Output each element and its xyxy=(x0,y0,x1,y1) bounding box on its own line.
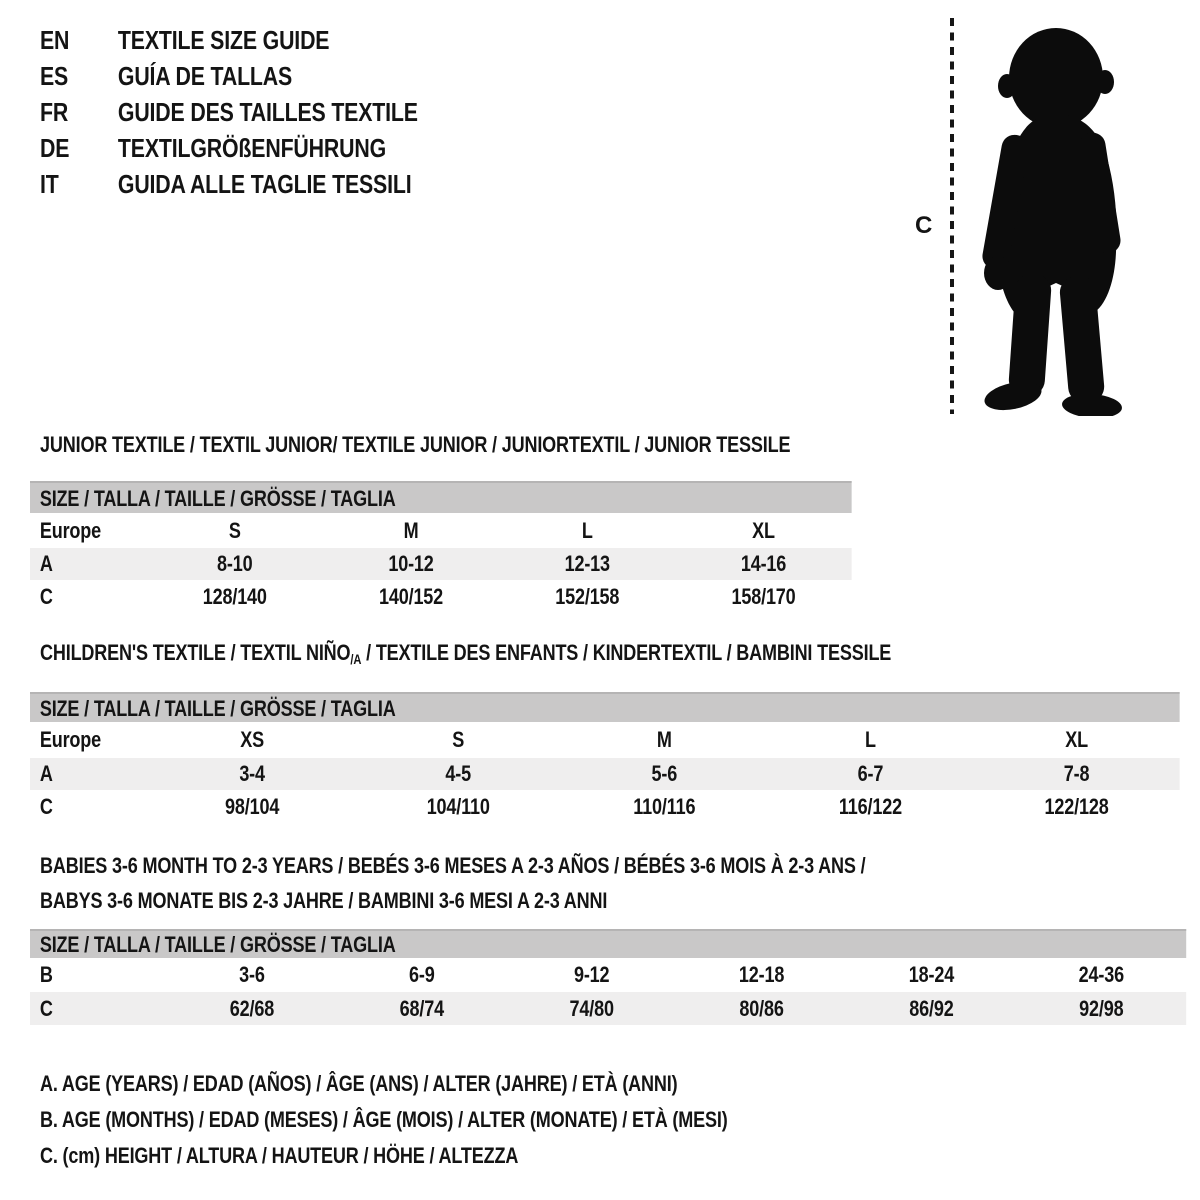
height-cell: 68/74 xyxy=(399,995,444,1021)
language-code: DE xyxy=(40,133,70,163)
language-row: FR GUIDE DES TAILLES TEXTILE xyxy=(40,94,418,130)
size-cell: S xyxy=(452,727,465,752)
age-cell: 7-8 xyxy=(1063,761,1090,786)
months-cell: 9-12 xyxy=(573,962,610,987)
legend-line-b: B. AGE (MONTHS) / EDAD (MESES) / ÂGE (MO… xyxy=(40,1107,728,1132)
height-cell: 92/98 xyxy=(1079,995,1124,1021)
babies-title-line1: BABIES 3-6 MONTH TO 2-3 YEARS / BEBÉS 3-… xyxy=(40,853,866,878)
months-cell: 24-36 xyxy=(1078,962,1124,987)
junior-sizes-row: Europe S M L XL xyxy=(30,513,852,548)
language-title: GUIDA ALLE TAGLIE TESSILI xyxy=(117,169,412,199)
height-dashed-line xyxy=(950,18,954,414)
children-height-row: C 98/104 104/110 110/116 116/122 122/128 xyxy=(30,790,1180,824)
legend-line-c: C. (cm) HEIGHT / ALTURA / HAUTEUR / HÖHE… xyxy=(40,1143,519,1168)
size-header-bar: SIZE / TALLA / TAILLE / GRÖSSE / TAGLIA xyxy=(30,929,1187,958)
size-header-bar: SIZE / TALLA / TAILLE / GRÖSSE / TAGLIA xyxy=(30,692,1180,722)
height-label-c: C xyxy=(915,212,933,239)
toddler-silhouette-icon xyxy=(982,28,1122,416)
region-label: Europe xyxy=(39,727,102,752)
months-cell: 18-24 xyxy=(908,962,955,987)
height-cell: 62/68 xyxy=(229,995,275,1021)
height-cell: 116/122 xyxy=(838,794,902,819)
age-cell: 3-4 xyxy=(239,761,265,786)
language-code: IT xyxy=(40,169,59,199)
size-cell: XL xyxy=(1065,727,1088,752)
children-section-title: CHILDREN'S TEXTILE / TEXTIL NIÑO/A / TEX… xyxy=(40,641,891,672)
size-cell: L xyxy=(865,727,876,752)
height-figure: C xyxy=(905,14,1155,418)
height-cell: 122/128 xyxy=(1044,794,1109,819)
row-label: A xyxy=(39,761,53,786)
junior-section-title: JUNIOR TEXTILE / TEXTIL JUNIOR/ TEXTILE … xyxy=(40,432,791,457)
children-age-row: A 3-4 4-5 5-6 6-7 7-8 xyxy=(30,758,1180,790)
height-cell: 104/110 xyxy=(426,794,490,819)
size-cell: M xyxy=(403,517,419,543)
language-code: FR xyxy=(40,97,69,127)
age-cell: 14-16 xyxy=(740,551,787,576)
row-label: C xyxy=(39,995,53,1021)
language-title: TEXTILGRÖßENFÜHRUNG xyxy=(117,133,387,163)
height-cell: 110/116 xyxy=(633,794,696,819)
junior-size-table: SIZE / TALLA / TAILLE / GRÖSSE / TAGLIA … xyxy=(30,481,852,614)
legend-line-a: A. AGE (YEARS) / EDAD (AÑOS) / ÂGE (ANS)… xyxy=(40,1071,678,1096)
babies-months-row: B 3-6 6-9 9-12 12-18 18-24 24-36 xyxy=(30,958,1186,992)
age-cell: 10-12 xyxy=(388,551,434,576)
age-cell: 6-7 xyxy=(857,761,884,786)
babies-section-title: BABIES 3-6 MONTH TO 2-3 YEARS / BEBÉS 3-… xyxy=(40,848,866,918)
row-label: C xyxy=(39,794,53,819)
height-cell: 140/152 xyxy=(378,584,444,609)
height-cell: 80/86 xyxy=(739,995,784,1021)
children-title-subscript: /A xyxy=(350,652,362,668)
babies-height-row: C 62/68 68/74 74/80 80/86 86/92 92/98 xyxy=(30,992,1187,1025)
language-row: DE TEXTILGRÖßENFÜHRUNG xyxy=(40,130,418,166)
months-cell: 3-6 xyxy=(239,962,265,987)
age-cell: 12-13 xyxy=(564,551,610,576)
height-cell: 98/104 xyxy=(225,794,280,819)
junior-age-row: A 8-10 10-12 12-13 14-16 xyxy=(30,548,852,580)
height-cell: 74/80 xyxy=(569,995,614,1021)
size-cell: L xyxy=(581,517,593,543)
months-cell: 12-18 xyxy=(738,962,785,987)
language-title-block: EN TEXTILE SIZE GUIDE ES GUÍA DE TALLAS … xyxy=(40,22,418,202)
size-cell: XL xyxy=(752,517,775,543)
months-cell: 6-9 xyxy=(409,962,435,987)
children-title-suffix: / TEXTILE DES ENFANTS / KINDERTEXTIL / B… xyxy=(361,640,892,665)
height-cell: 128/140 xyxy=(202,584,267,609)
language-row: EN TEXTILE SIZE GUIDE xyxy=(40,22,418,58)
junior-height-row: C 128/140 140/152 152/158 158/170 xyxy=(30,580,852,614)
language-title: GUIDE DES TAILLES TEXTILE xyxy=(117,97,418,127)
language-code: ES xyxy=(40,61,69,91)
language-title: TEXTILE SIZE GUIDE xyxy=(117,25,330,55)
size-cell: S xyxy=(228,517,241,543)
region-label: Europe xyxy=(39,517,102,543)
language-title: GUÍA DE TALLAS xyxy=(117,61,293,91)
height-cell: 152/158 xyxy=(555,584,620,609)
legend-block: A. AGE (YEARS) / EDAD (AÑOS) / ÂGE (ANS)… xyxy=(40,1066,728,1174)
age-cell: 4-5 xyxy=(445,761,472,786)
children-title-prefix: CHILDREN'S TEXTILE / TEXTIL NIÑO xyxy=(40,640,351,665)
language-code: EN xyxy=(40,25,70,55)
height-cell: 158/170 xyxy=(731,584,796,609)
height-cell: 86/92 xyxy=(909,995,954,1021)
size-cell: XS xyxy=(240,727,264,752)
age-cell: 5-6 xyxy=(651,761,678,786)
language-row: IT GUIDA ALLE TAGLIE TESSILI xyxy=(40,166,418,202)
size-header-bar: SIZE / TALLA / TAILLE / GRÖSSE / TAGLIA xyxy=(30,481,852,513)
children-size-table: SIZE / TALLA / TAILLE / GRÖSSE / TAGLIA … xyxy=(30,692,1180,824)
row-label: A xyxy=(39,551,53,576)
row-label: B xyxy=(39,962,53,987)
babies-title-line2: BABYS 3-6 MONATE BIS 2-3 JAHRE / BAMBINI… xyxy=(40,888,608,913)
age-cell: 8-10 xyxy=(217,551,253,576)
language-row: ES GUÍA DE TALLAS xyxy=(40,58,418,94)
row-label: C xyxy=(39,584,53,609)
babies-size-table: SIZE / TALLA / TAILLE / GRÖSSE / TAGLIA … xyxy=(30,929,1187,1025)
size-cell: M xyxy=(656,727,672,752)
children-sizes-row: Europe XS S M L XL xyxy=(30,722,1180,758)
